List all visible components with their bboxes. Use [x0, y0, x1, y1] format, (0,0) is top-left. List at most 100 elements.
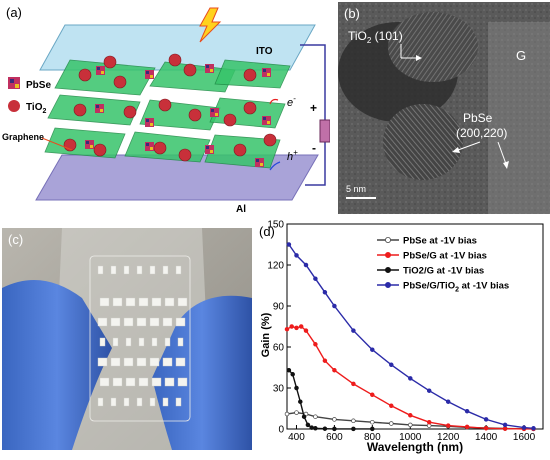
- scale-bar-label: 5 nm: [346, 184, 366, 194]
- tio2-particle: [223, 113, 237, 127]
- electrode-pad: [110, 317, 121, 327]
- hole-arrow: [269, 161, 281, 171]
- legend-entry: PbSe/G/TiO2 at -1V bias: [377, 281, 509, 294]
- electrode-pad: [112, 297, 123, 307]
- electrode-pad: [97, 317, 108, 327]
- pbse-arrow-2: [497, 141, 507, 165]
- electrode-pad: [151, 297, 162, 307]
- tio2-particle: [233, 143, 247, 157]
- tio2-particle: [123, 105, 137, 119]
- data-point: [284, 411, 290, 417]
- x-tick-label: 400: [288, 432, 305, 443]
- electrode-pad: [175, 265, 182, 275]
- data-point: [370, 419, 375, 425]
- electrode-pad: [151, 377, 162, 387]
- y-tick-label: 120: [267, 261, 284, 272]
- legend-pbse: PbSe: [8, 77, 51, 91]
- data-point: [502, 422, 508, 428]
- electrode-pad: [149, 357, 160, 367]
- data-point: [408, 376, 413, 381]
- electrode-pad: [136, 317, 147, 327]
- electrode-pad: [97, 397, 104, 407]
- electron-arrow: [269, 98, 279, 105]
- data-point: [502, 426, 508, 431]
- electrode-pad: [138, 377, 149, 387]
- panel-a-label: (a): [6, 5, 22, 20]
- data-point: [294, 253, 299, 258]
- data-point: [294, 385, 299, 391]
- data-point: [313, 414, 318, 419]
- y-tick-label: 60: [273, 343, 285, 354]
- voltage-source: [319, 119, 331, 143]
- data-point: [294, 325, 299, 331]
- data-point: [351, 381, 356, 387]
- pbse-plane-label: (200,220): [456, 126, 507, 140]
- data-point: [322, 426, 328, 431]
- data-point: [521, 425, 527, 430]
- data-point: [284, 326, 290, 332]
- electrode-pad: [164, 297, 175, 307]
- legend-swatch-marker: [384, 267, 391, 274]
- pbse-particle: [205, 64, 214, 73]
- data-point: [370, 392, 375, 398]
- device-schematic-panel: + - (a) ITO Al Graphene PbSe TiO2 e- h+: [0, 0, 331, 225]
- y-axis-label: Gain (%): [260, 312, 272, 357]
- legend-label: PbSe/G/TiO2 at -1V bias: [403, 281, 509, 294]
- electrode-array: [89, 255, 191, 422]
- legend-swatch-marker: [384, 282, 391, 289]
- electrode-pad: [151, 337, 158, 347]
- electrode-pad: [175, 317, 186, 327]
- data-point: [289, 324, 294, 329]
- electrode-pad: [125, 337, 132, 347]
- data-point: [464, 408, 470, 414]
- data-point: [445, 399, 451, 404]
- data-point: [313, 342, 318, 347]
- x-tick-label: 1200: [437, 432, 460, 443]
- tio2-particle: [113, 75, 127, 89]
- device-outline: [89, 255, 191, 422]
- ito-label: ITO: [256, 46, 273, 57]
- hole-label: h+: [287, 148, 298, 163]
- data-point: [426, 419, 432, 425]
- pbse-particle: [145, 70, 154, 79]
- graphene-label: Graphene: [2, 132, 44, 142]
- y-tick-label: 150: [267, 220, 284, 231]
- pbse-tem-label: PbSe: [463, 111, 493, 125]
- al-label: Al: [236, 204, 246, 215]
- legend-label: PbSe at -1V bias: [403, 236, 477, 247]
- data-point: [294, 410, 299, 415]
- tio2-particle: [93, 143, 107, 157]
- data-point: [322, 290, 328, 295]
- tio2-particle: [78, 68, 92, 82]
- data-point: [389, 421, 394, 426]
- tio2-sphere-icon: [8, 100, 20, 112]
- pbse-particle: [262, 68, 271, 77]
- electrode-pad: [175, 397, 182, 407]
- gain-chart-panel: (d) 0 30 60 90 120 150 400 600 800 1000 1200 1400 1…: [255, 220, 550, 455]
- data-point: [301, 414, 307, 419]
- x-tick-label: 600: [326, 432, 343, 443]
- electrode-pad: [110, 397, 117, 407]
- data-point: [483, 417, 489, 422]
- legend-tio2: TiO2: [8, 100, 46, 115]
- panel-c-label: (c): [8, 232, 23, 247]
- tio2-particle: [168, 53, 182, 67]
- pbse-particle: [210, 108, 219, 117]
- x-tick-label: 1400: [475, 432, 498, 443]
- electrode-pad: [138, 297, 149, 307]
- tio2-particle: [153, 141, 167, 155]
- pbse-particle: [85, 140, 94, 149]
- electrode-pad: [162, 397, 169, 407]
- chart-legend: PbSe at -1V bias PbSe/G at -1V bias TiO2/G…: [377, 236, 509, 294]
- electrode-pad: [125, 297, 136, 307]
- data-point: [389, 362, 394, 368]
- data-point: [351, 328, 356, 333]
- tio2-particle: [183, 63, 197, 77]
- right-glove: [152, 295, 252, 450]
- electrode-pad: [149, 317, 160, 327]
- electrode-pad: [136, 397, 143, 407]
- data-point: [483, 426, 489, 431]
- electrode-pad: [99, 297, 110, 307]
- data-point: [370, 347, 375, 352]
- data-point: [389, 403, 394, 409]
